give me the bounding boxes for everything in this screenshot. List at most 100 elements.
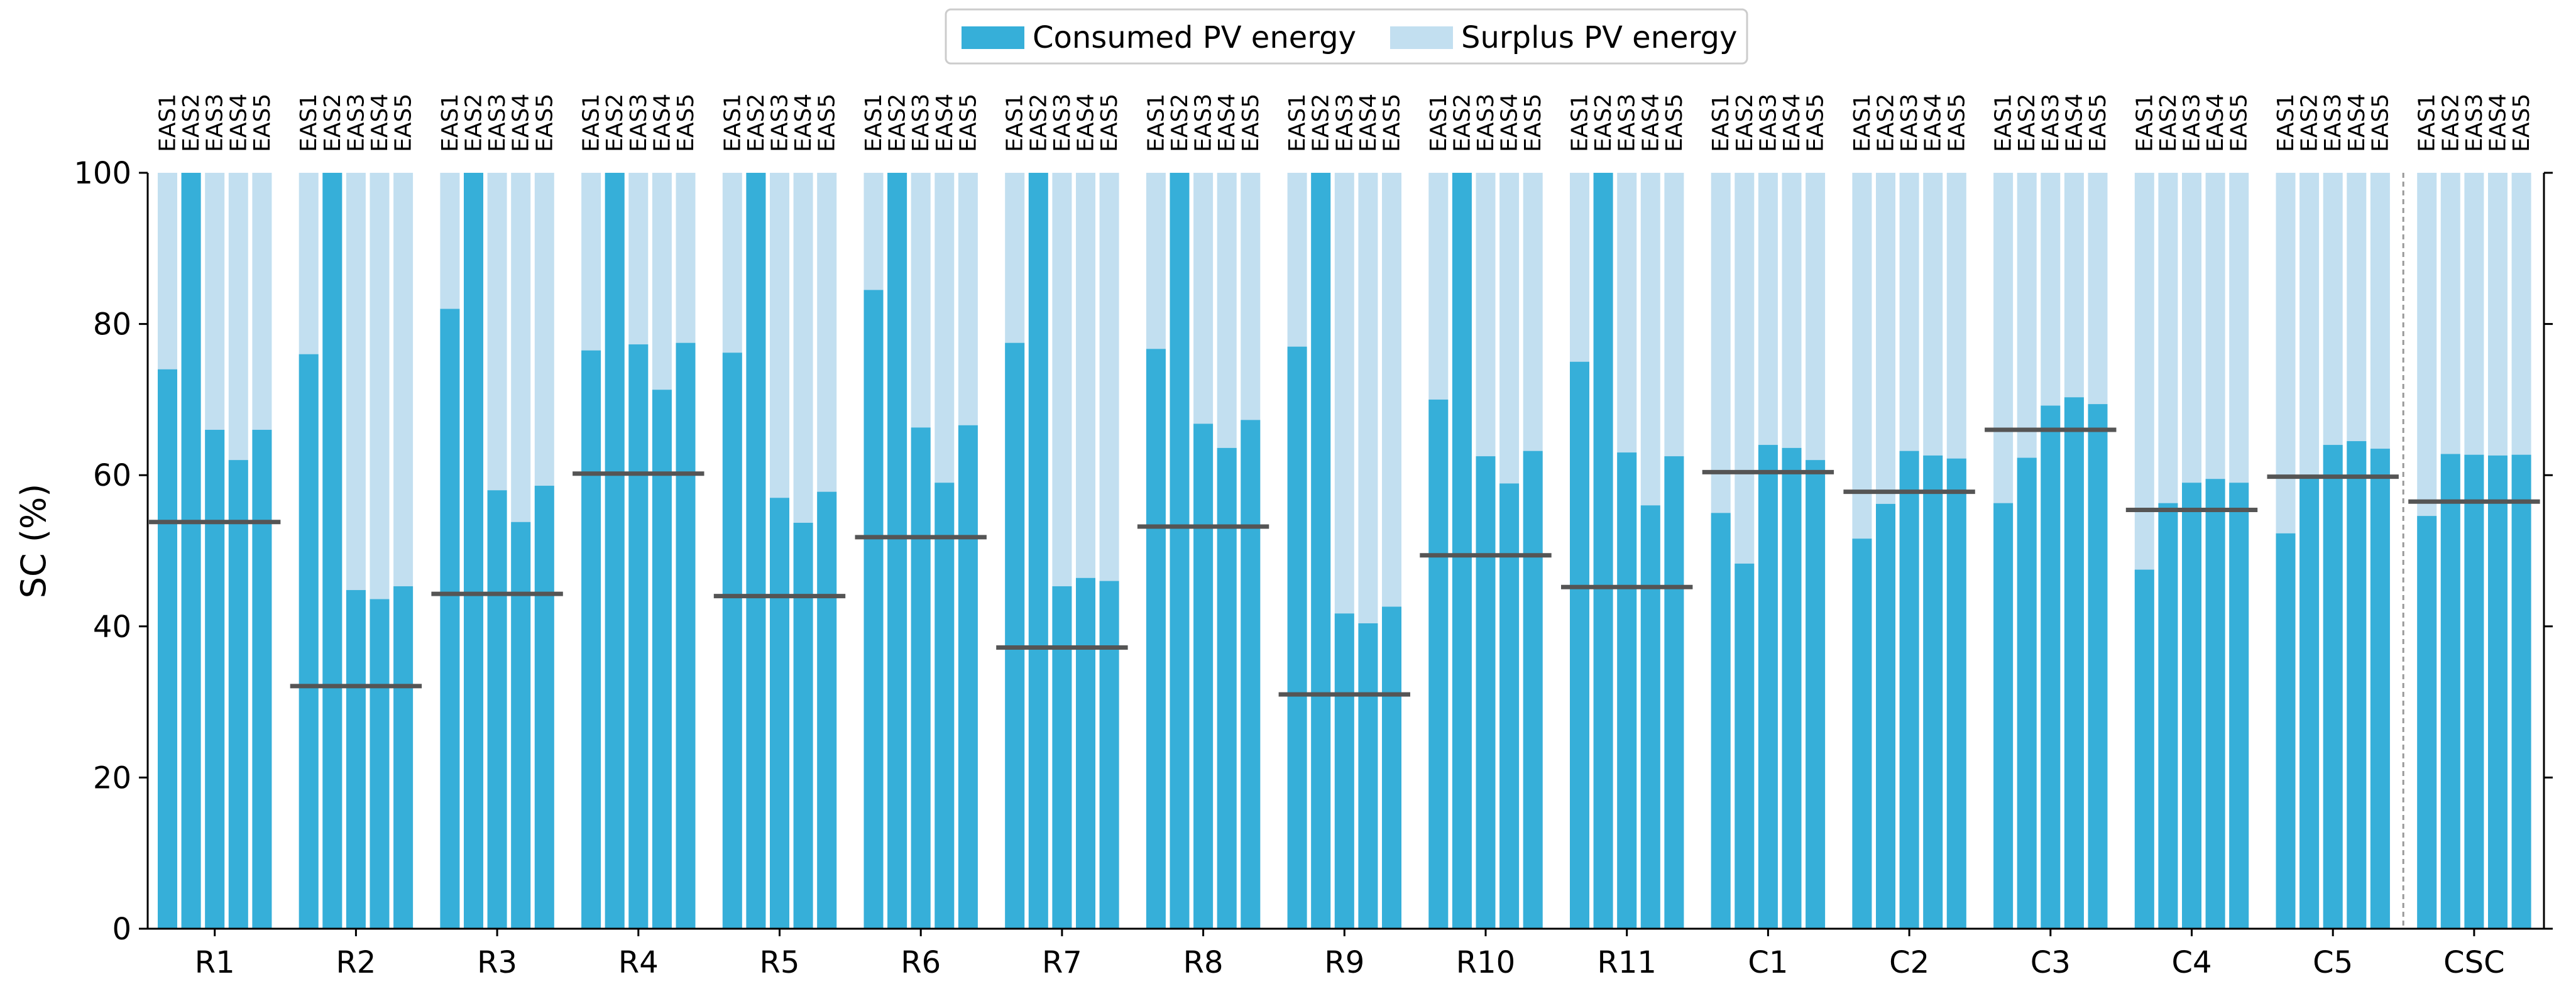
consumed-bar: [1640, 505, 1660, 929]
legend-label-surplus: Surplus PV energy: [1461, 20, 1737, 55]
consumed-bar: [1358, 623, 1378, 929]
consumed-bar: [1217, 447, 1237, 929]
consumed-bar: [440, 309, 460, 929]
consumed-bar: [1193, 424, 1214, 929]
bar-sub-label: EAS1: [296, 94, 322, 152]
bar-sub-label: EAS1: [1567, 94, 1593, 152]
bar-sub-label: EAS2: [2297, 94, 2323, 152]
bar-sub-label: EAS3: [2462, 94, 2487, 152]
bar-sub-label: EAS5: [1944, 94, 1970, 152]
bar-sub-label: EAS3: [343, 94, 369, 152]
bar-sub-label: EAS4: [2061, 94, 2087, 152]
bar-sub-label: EAS3: [2038, 94, 2064, 152]
consumed-bar: [1923, 455, 1943, 929]
bar-sub-label: EAS2: [2014, 94, 2040, 152]
consumed-bar: [1052, 586, 1072, 929]
bar-sub-label: EAS3: [2320, 94, 2346, 152]
bar-sub-label: EAS5: [1803, 94, 1829, 152]
consumed-bar: [181, 173, 201, 929]
bar-sub-label: EAS3: [908, 94, 934, 152]
bar-sub-label: EAS2: [1873, 94, 1899, 152]
bar-sub-label: EAS2: [2438, 94, 2464, 152]
consumed-bar: [2064, 397, 2084, 929]
consumed-bar: [1311, 173, 1331, 929]
legend-frame: [945, 8, 1748, 65]
bar-sub-label: EAS3: [202, 94, 228, 152]
bar-sub-label: EAS5: [2227, 94, 2252, 152]
y-tick-label: 100: [74, 156, 131, 191]
bar-sub-label: EAS4: [226, 94, 251, 152]
consumed-bar: [370, 599, 390, 929]
consumed-bar: [1993, 503, 2014, 929]
consumed-bar: [1523, 451, 1543, 929]
bar-sub-label: EAS1: [1991, 94, 2017, 152]
consumed-bar: [676, 342, 696, 929]
bar-sub-label: EAS5: [814, 94, 840, 152]
consumed-bar: [393, 586, 414, 929]
bar-sub-label: EAS4: [791, 94, 816, 152]
consumed-bar: [1617, 452, 1637, 929]
group-label: R6: [901, 945, 941, 980]
consumed-bar: [346, 590, 366, 929]
consumed-bar: [228, 460, 248, 929]
bar-sub-label: EAS5: [955, 94, 981, 152]
bar-sub-label: EAS3: [2179, 94, 2205, 152]
bar-sub-label: EAS3: [1473, 94, 1499, 152]
bar-sub-label: EAS5: [1238, 94, 1264, 152]
bar-sub-label: EAS4: [2486, 94, 2511, 152]
consumed-bar: [1806, 460, 1826, 929]
consumed-bar: [158, 369, 177, 929]
bar-sub-label: EAS5: [1097, 94, 1122, 152]
consumed-bar: [2017, 457, 2037, 929]
bar-sub-label: EAS4: [1497, 94, 1523, 152]
consumed-bar: [1382, 606, 1401, 929]
consumed-bar: [2464, 454, 2484, 929]
consumed-bar: [2299, 476, 2320, 929]
consumed-bar: [1452, 173, 1472, 929]
consumed-bar: [1146, 349, 1166, 929]
consumed-bar: [934, 483, 955, 929]
consumed-bar: [1005, 342, 1025, 929]
group-label: R3: [477, 945, 517, 980]
consumed-bar: [2276, 533, 2296, 929]
group-label: R4: [618, 945, 659, 980]
consumed-bar: [581, 350, 601, 929]
bars-layer: [158, 173, 2531, 929]
bar-sub-label: EAS4: [367, 94, 393, 152]
consumed-bar: [722, 353, 742, 929]
bar-sub-label: EAS4: [649, 94, 675, 152]
group-label: C4: [2171, 945, 2212, 980]
consumed-bar: [628, 344, 649, 929]
consumed-bar: [2417, 516, 2437, 929]
consumed-bar: [2205, 479, 2225, 929]
bar-sub-label: EAS1: [2414, 94, 2440, 152]
consumed-bar: [252, 430, 272, 929]
bar-sub-label: EAS1: [437, 94, 463, 152]
bar-sub-label: EAS3: [1614, 94, 1640, 152]
consumed-bar: [605, 173, 625, 929]
bar-sub-label: EAS1: [1143, 94, 1169, 152]
consumed-bar: [1782, 447, 1802, 929]
legend-label-consumed: Consumed PV energy: [1033, 20, 1356, 55]
group-label: C3: [2031, 945, 2071, 980]
consumed-bar: [1428, 399, 1449, 929]
consumed-bar: [1735, 563, 1755, 929]
labels-layer: EAS1EAS2EAS3EAS4EAS5R1EAS1EAS2EAS3EAS4EA…: [74, 94, 2535, 980]
consumed-bar: [863, 290, 884, 929]
group-label: C1: [1748, 945, 1788, 980]
consumed-bar: [1287, 346, 1307, 929]
bar-sub-label: EAS4: [932, 94, 958, 152]
bar-sub-label: EAS1: [1285, 94, 1310, 152]
bar-sub-label: EAS5: [673, 94, 699, 152]
bar-sub-label: EAS4: [508, 94, 534, 152]
consumed-bar: [1946, 458, 1966, 929]
consumed-bar: [652, 390, 672, 929]
consumed-bar: [958, 425, 978, 929]
bar-sub-label: EAS2: [743, 94, 769, 152]
consumed-bar: [2158, 503, 2178, 929]
consumed-bar: [2347, 441, 2367, 929]
bar-sub-label: EAS3: [1050, 94, 1075, 152]
consumed-bar: [534, 486, 554, 929]
bar-sub-label: EAS1: [1850, 94, 1875, 152]
